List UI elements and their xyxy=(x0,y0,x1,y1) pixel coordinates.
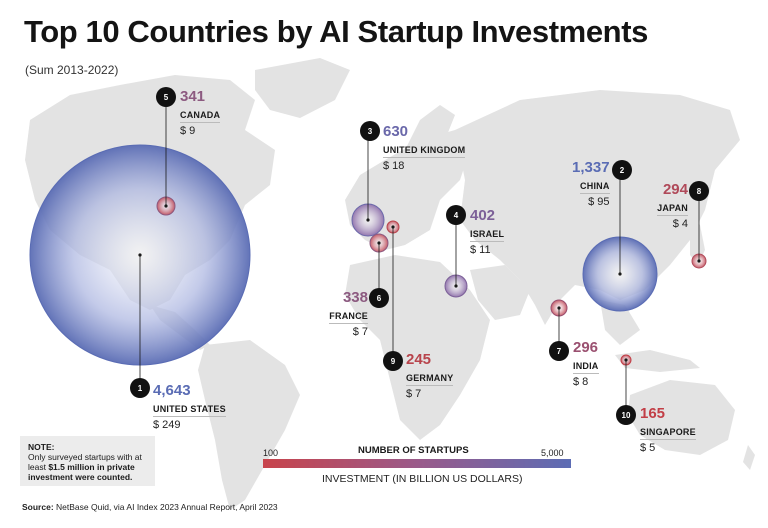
startups-count: 296 xyxy=(573,339,599,356)
rank-badges: 1 2 3 4 5 6 7 8 9 10 xyxy=(130,87,709,425)
page-title: Top 10 Countries by AI Startup Investmen… xyxy=(24,14,648,49)
legend-min: 100 xyxy=(263,448,279,458)
label-china: 1,337 CHINA $ 95 xyxy=(572,160,610,208)
rank-badge-2 xyxy=(612,160,632,180)
rank-badge-3 xyxy=(360,121,380,141)
note-text: Only surveyed startups with at least xyxy=(28,452,142,472)
rank-badge-10 xyxy=(616,405,636,425)
investment-value: $ 95 xyxy=(588,196,610,208)
startups-count: 4,643 xyxy=(153,382,191,399)
label-germany: 245 GERMANY $ 7 xyxy=(406,351,454,400)
startups-count: 402 xyxy=(470,207,496,224)
land-australia xyxy=(628,380,735,455)
label-united-states: 4,643 UNITED STATES $ 249 xyxy=(153,383,226,431)
startups-count: 294 xyxy=(662,181,688,198)
source-text: NetBase Quid, via AI Index 2023 Annual R… xyxy=(56,502,278,512)
rank-text-7: 7 xyxy=(557,347,562,356)
land-arabia xyxy=(470,265,530,320)
land-southeast-asia xyxy=(600,300,640,345)
country-name: CHINA xyxy=(580,181,610,194)
investment-value: $ 7 xyxy=(352,326,368,338)
rank-text-6: 6 xyxy=(377,294,382,303)
center-dots xyxy=(138,204,701,362)
country-name: UNITED STATES xyxy=(153,404,226,417)
legend-gradient-bar xyxy=(263,459,571,468)
investment-value: $ 249 xyxy=(153,419,181,431)
investment-value: $ 4 xyxy=(672,218,688,230)
rank-badge-5 xyxy=(156,87,176,107)
country-name: CANADA xyxy=(180,110,221,123)
country-name: SINGAPORE xyxy=(640,427,696,440)
rank-badge-1 xyxy=(130,378,150,398)
startups-count: 1,337 xyxy=(572,159,610,176)
legend-max: 5,000 xyxy=(541,448,564,458)
page-subtitle: (Sum 2013-2022) xyxy=(25,63,119,77)
rank-text-8: 8 xyxy=(697,187,702,196)
land-greenland xyxy=(255,58,350,118)
startups-count: 630 xyxy=(383,123,409,140)
label-india: 296 INDIA $ 8 xyxy=(573,340,599,388)
note-box: NOTE: Only surveyed startups with at lea… xyxy=(20,436,155,486)
rank-badge-6 xyxy=(369,288,389,308)
startups-count: 245 xyxy=(406,351,432,368)
land-indonesia xyxy=(615,350,700,372)
source-label: Source: xyxy=(22,502,54,512)
investment-value: $ 11 xyxy=(470,244,491,256)
rank-badge-7 xyxy=(549,341,569,361)
investment-value: $ 7 xyxy=(406,388,422,400)
source-line: Source: NetBase Quid, via AI Index 2023 … xyxy=(22,502,278,512)
country-name: ISRAEL xyxy=(470,229,505,242)
land-south-america xyxy=(198,340,300,510)
note-emphasis: $1.5 million in private investment were … xyxy=(28,462,135,482)
investment-value: $ 9 xyxy=(180,125,196,137)
land-new-zealand xyxy=(743,445,755,470)
label-united-kingdom: 630 UNITED KINGDOM $ 18 xyxy=(383,123,466,172)
country-name: UNITED KINGDOM xyxy=(383,145,466,158)
country-name: INDIA xyxy=(573,361,599,374)
label-israel: 402 ISRAEL $ 11 xyxy=(470,207,505,256)
label-singapore: 165 SINGAPORE $ 5 xyxy=(640,406,696,454)
note-heading: NOTE: xyxy=(28,442,55,452)
investment-value: $ 8 xyxy=(573,376,589,388)
label-japan: 294 JAPAN $ 4 xyxy=(648,182,688,230)
country-name: FRANCE xyxy=(329,311,368,324)
rank-text-10: 10 xyxy=(622,411,631,420)
startups-count: 341 xyxy=(180,88,206,105)
legend-investment-label: INVESTMENT (IN BILLION US DOLLARS) xyxy=(322,473,523,485)
investment-value: $ 18 xyxy=(383,160,405,172)
land-japan xyxy=(690,215,705,265)
rank-text-9: 9 xyxy=(391,357,396,366)
rank-badge-9 xyxy=(383,351,403,371)
rank-text-3: 3 xyxy=(368,127,373,136)
leader-lines xyxy=(139,106,700,406)
rank-badge-4 xyxy=(446,205,466,225)
rank-text-4: 4 xyxy=(454,211,459,220)
rank-badge-8 xyxy=(689,181,709,201)
label-france: 338 FRANCE $ 7 xyxy=(322,290,368,338)
investment-value: $ 5 xyxy=(640,442,656,454)
legend-title: NUMBER OF STARTUPS xyxy=(358,445,469,456)
land-asia xyxy=(455,90,740,325)
startups-count: 165 xyxy=(640,405,666,422)
startups-count: 338 xyxy=(342,289,368,306)
label-canada: 341 CANADA $ 9 xyxy=(180,88,221,137)
country-name: GERMANY xyxy=(406,373,454,386)
country-name: JAPAN xyxy=(657,203,688,216)
rank-text-5: 5 xyxy=(164,93,169,102)
rank-text-1: 1 xyxy=(138,384,143,393)
rank-text-2: 2 xyxy=(620,166,625,175)
land-scandinavia xyxy=(405,105,455,160)
land-africa xyxy=(345,255,490,440)
